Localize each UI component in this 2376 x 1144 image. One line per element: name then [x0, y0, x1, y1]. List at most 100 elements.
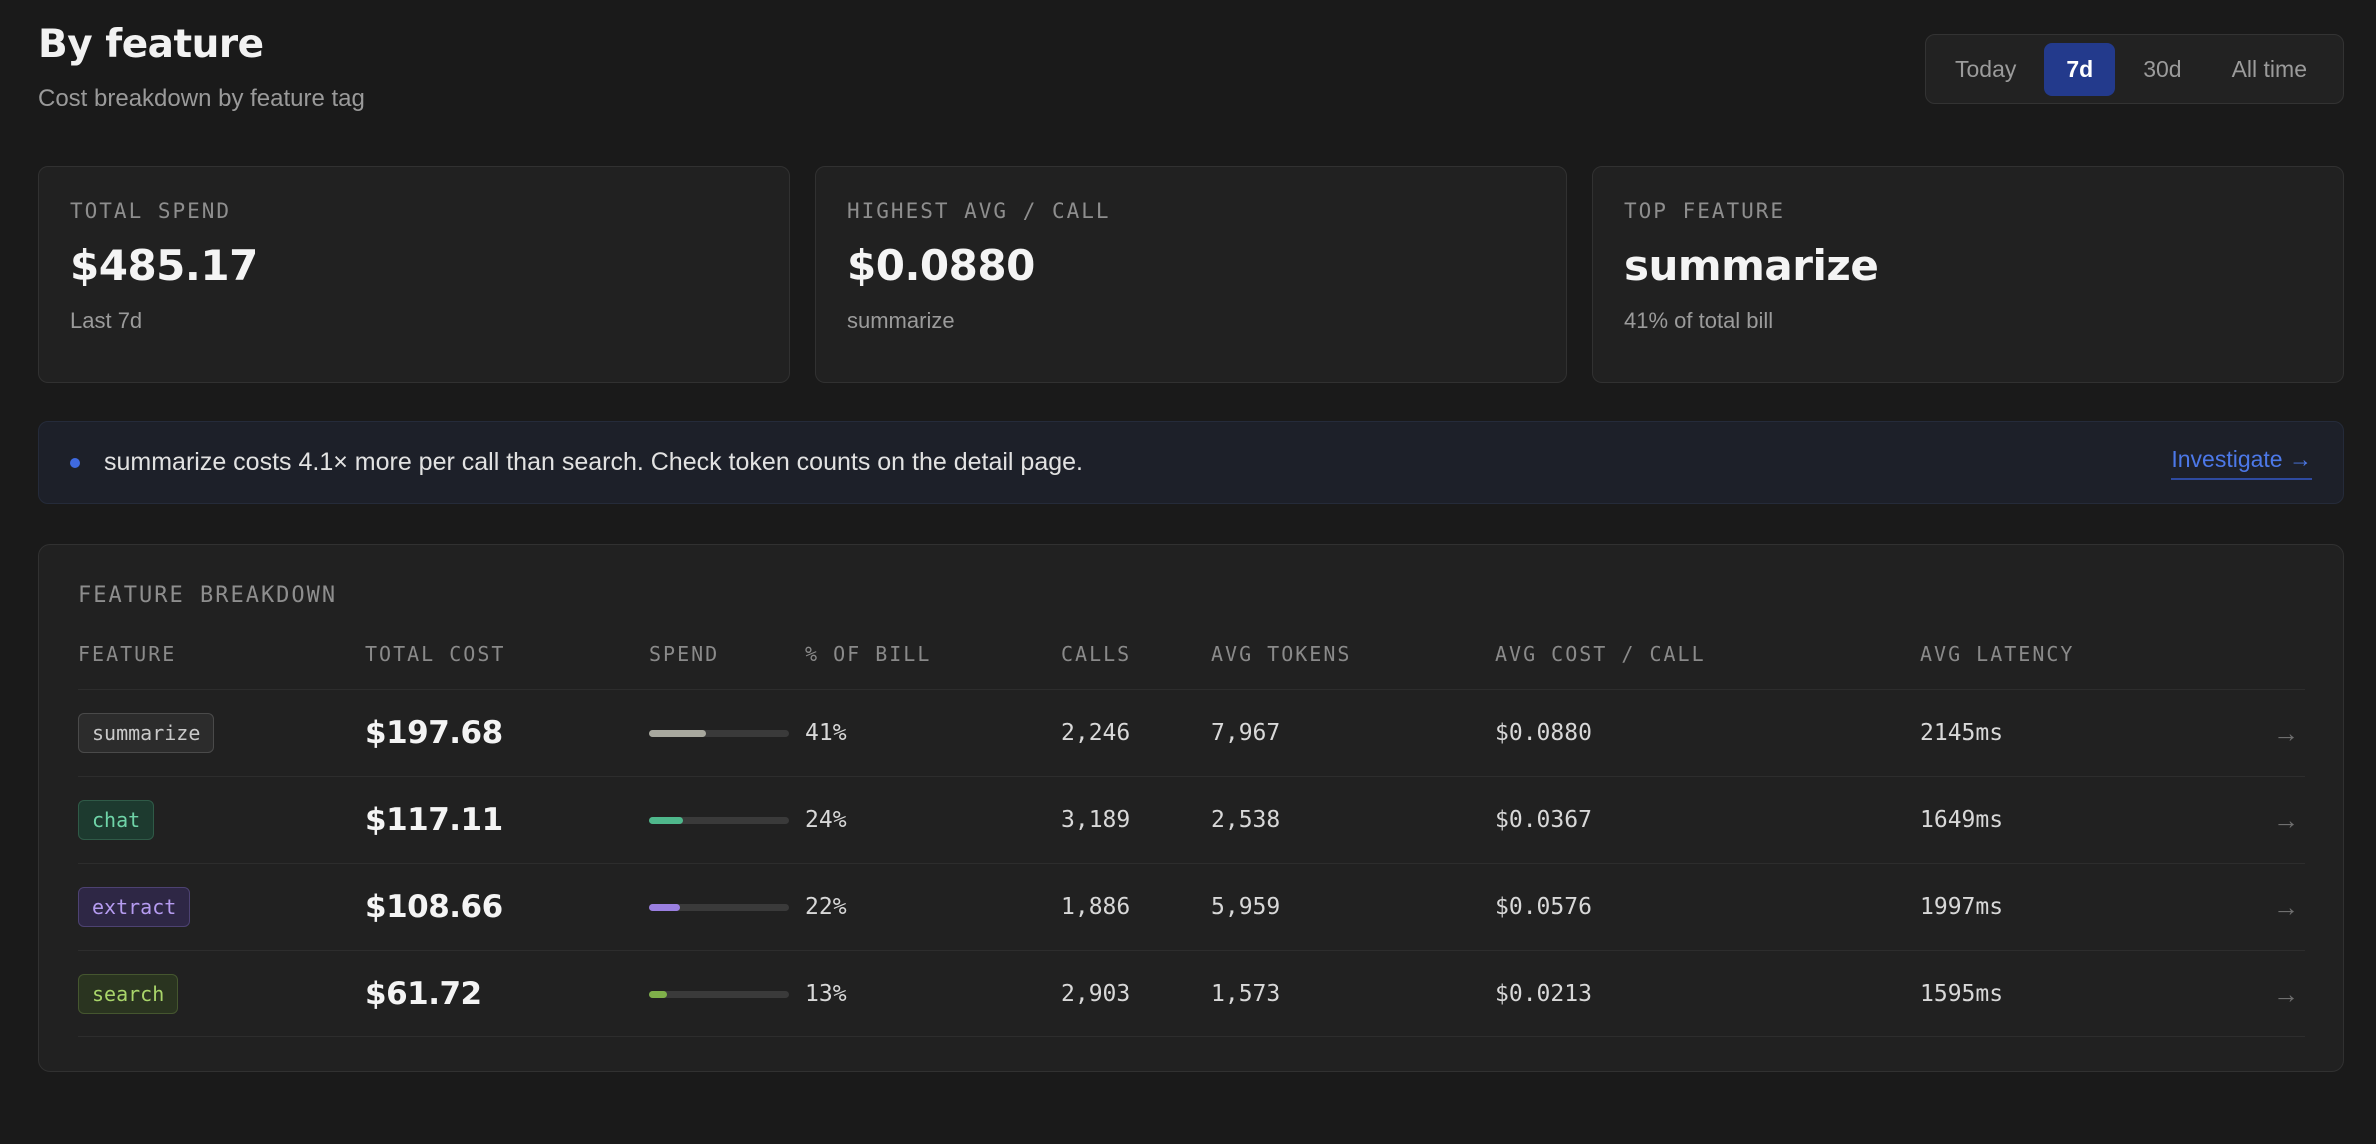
highest-avg-call-card: HIGHEST AVG / CALL $0.0880 summarize	[815, 166, 1567, 383]
avg-latency: 2145ms	[1920, 720, 2004, 746]
avg-latency: 1649ms	[1920, 807, 2004, 833]
card-label: TOTAL SPEND	[70, 199, 232, 223]
row-arrow-cell: →	[2273, 864, 2299, 950]
avg-latency-cell: 1997ms	[1920, 864, 2003, 950]
avg-cost-per-call-cell: $0.0576	[1495, 864, 1592, 950]
spend-bar-cell	[649, 951, 789, 1037]
feature-tag: summarize	[78, 713, 215, 753]
card-value: $485.17	[70, 241, 258, 290]
table-row[interactable]: chat $117.11 24% 3,189 2,538 $0.0367 1649ms →	[78, 776, 2305, 863]
calls-count-cell: 2,903	[1061, 951, 1130, 1037]
total-cost: $61.72	[365, 976, 482, 1012]
feature-tag-cell: search	[78, 951, 179, 1037]
table-row[interactable]: search $61.72 13% 2,903 1,573 $0.0213 1595ms →	[78, 950, 2305, 1037]
row-arrow-cell: →	[2273, 777, 2299, 863]
spend-bar-track	[649, 903, 789, 911]
total-cost-cell: $117.11	[365, 777, 503, 863]
avg-latency-cell: 1649ms	[1920, 777, 2003, 863]
column-header-avg-tokens: AVG TOKENS	[1211, 642, 1352, 666]
column-header-calls: CALLS	[1061, 642, 1132, 666]
column-header-pct-of-bill: % OF BILL	[805, 642, 932, 666]
total-cost-cell: $61.72	[365, 951, 482, 1037]
column-header-avg-latency: AVG LATENCY	[1920, 642, 2075, 666]
time-range-selector: Today 7d 30d All time	[1925, 34, 2344, 104]
total-cost: $108.66	[365, 889, 503, 925]
avg-cost-per-call: $0.0880	[1495, 720, 1592, 746]
avg-latency: 1997ms	[1920, 894, 2004, 920]
pct-of-bill-cell: 13%	[805, 951, 847, 1037]
card-subtext: Last 7d	[70, 308, 143, 333]
insight-banner: summarize costs 4.1× more per call than …	[38, 421, 2344, 504]
arrow-right-icon[interactable]: →	[2273, 717, 2299, 748]
table-row[interactable]: summarize $197.68 41% 2,246 7,967 $0.0880 2145…	[78, 689, 2305, 776]
avg-cost-per-call: $0.0367	[1495, 807, 1592, 833]
page-title: By feature	[38, 22, 264, 67]
card-label: TOP FEATURE	[1624, 199, 1786, 223]
column-header-feature: FEATURE	[78, 642, 177, 666]
pct-of-bill-cell: 24%	[805, 777, 847, 863]
calls-count: 3,189	[1061, 807, 1131, 833]
feature-tag: chat	[78, 800, 155, 840]
calls-count-cell: 2,246	[1061, 690, 1130, 776]
avg-latency-cell: 2145ms	[1920, 690, 2003, 776]
pct-of-bill: 41%	[805, 720, 847, 746]
calls-count: 2,903	[1061, 981, 1131, 1007]
avg-tokens: 1,573	[1211, 981, 1281, 1007]
insight-message: summarize costs 4.1× more per call than …	[104, 448, 1083, 476]
avg-latency-cell: 1595ms	[1920, 951, 2003, 1037]
table-row[interactable]: extract $108.66 22% 1,886 5,959 $0.0576 1997ms…	[78, 863, 2305, 950]
pct-of-bill-cell: 41%	[805, 690, 847, 776]
range-all-time-button[interactable]: All time	[2231, 55, 2307, 82]
pct-of-bill: 13%	[805, 981, 847, 1007]
avg-latency: 1595ms	[1920, 981, 2004, 1007]
avg-cost-per-call-cell: $0.0367	[1495, 777, 1592, 863]
avg-tokens-cell: 2,538	[1211, 777, 1280, 863]
feature-tag-cell: extract	[78, 864, 191, 950]
page-subtitle: Cost breakdown by feature tag	[38, 85, 365, 112]
range-30d-button[interactable]: 30d	[2143, 55, 2182, 82]
total-cost-cell: $108.66	[365, 864, 503, 950]
feature-tag-cell: summarize	[78, 690, 215, 776]
arrow-right-icon[interactable]: →	[2273, 804, 2299, 835]
spend-bar-fill	[649, 816, 683, 824]
total-cost-cell: $197.68	[365, 690, 503, 776]
card-value: $0.0880	[847, 241, 1035, 290]
avg-cost-per-call-cell: $0.0880	[1495, 690, 1592, 776]
row-arrow-cell: →	[2273, 951, 2299, 1037]
card-label: HIGHEST AVG / CALL	[847, 199, 1111, 223]
calls-count: 1,886	[1061, 894, 1131, 920]
feature-tag: search	[78, 974, 179, 1014]
insight-dot-icon	[70, 457, 80, 468]
pct-of-bill-cell: 22%	[805, 864, 847, 950]
spend-bar-cell	[649, 864, 789, 950]
row-arrow-cell: →	[2273, 690, 2299, 776]
avg-tokens-cell: 7,967	[1211, 690, 1280, 776]
total-spend-card: TOTAL SPEND $485.17 Last 7d	[38, 166, 790, 383]
investigate-link[interactable]: Investigate →	[2171, 446, 2312, 480]
arrow-right-icon[interactable]: →	[2273, 891, 2299, 922]
feature-tag-cell: chat	[78, 777, 155, 863]
avg-tokens: 5,959	[1211, 894, 1281, 920]
spend-bar-fill	[649, 903, 680, 911]
range-7d-button[interactable]: 7d	[2044, 42, 2116, 96]
arrow-right-icon[interactable]: →	[2273, 978, 2299, 1009]
top-feature-card: TOP FEATURE summarize 41% of total bill	[1592, 166, 2344, 383]
range-today-button[interactable]: Today	[1955, 55, 2017, 82]
calls-count-cell: 3,189	[1061, 777, 1130, 863]
pct-of-bill: 22%	[805, 894, 847, 920]
total-cost: $117.11	[365, 802, 503, 838]
calls-count: 2,246	[1061, 720, 1131, 746]
column-header-spend: SPEND	[649, 642, 720, 666]
column-header-total-cost: TOTAL COST	[365, 642, 506, 666]
total-cost: $197.68	[365, 715, 503, 751]
card-subtext: 41% of total bill	[1624, 308, 1774, 333]
spend-bar-fill	[649, 729, 707, 737]
avg-cost-per-call-cell: $0.0213	[1495, 951, 1592, 1037]
feature-tag: extract	[78, 887, 191, 927]
feature-breakdown-table: FEATURE BREAKDOWN FEATURE TOTAL COST SPE…	[38, 544, 2344, 1072]
spend-bar-fill	[649, 990, 668, 998]
spend-bar-cell	[649, 690, 789, 776]
spend-bar-track	[649, 729, 789, 737]
spend-bar-cell	[649, 777, 789, 863]
card-value: summarize	[1624, 241, 1879, 290]
